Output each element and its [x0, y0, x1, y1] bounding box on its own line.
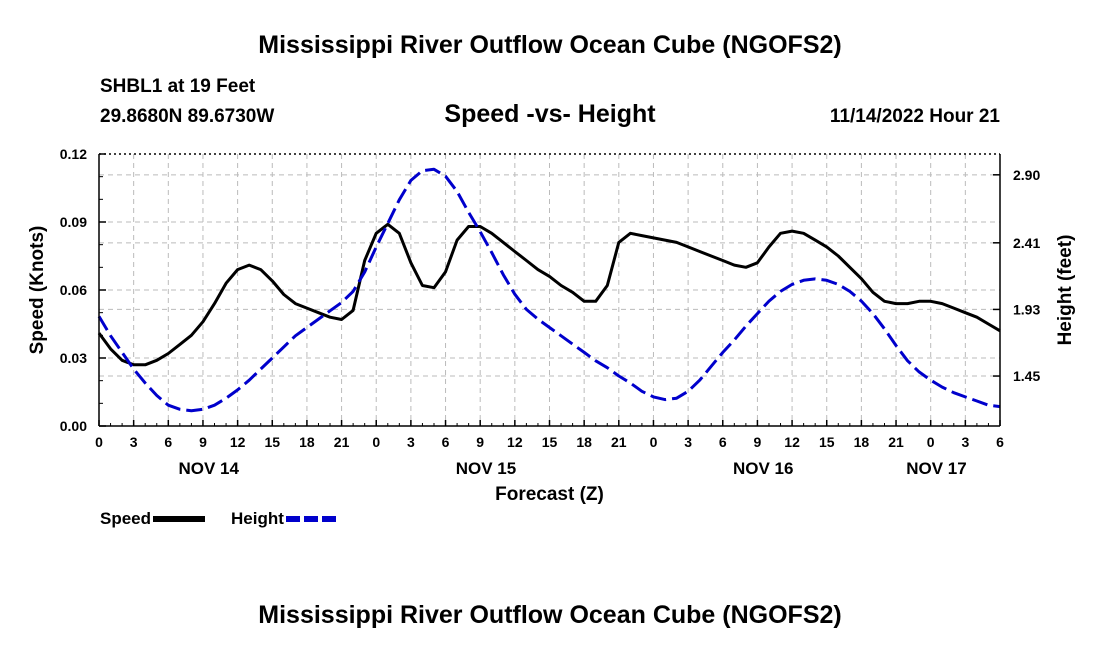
- x-tick-label: 6: [719, 434, 727, 450]
- series-line-speed: [97, 222, 1001, 367]
- chart-title: Mississippi River Outflow Ocean Cube (NG…: [258, 31, 842, 59]
- x-tick-label: 18: [854, 434, 870, 450]
- legend-height: Height: [231, 509, 338, 529]
- day-label: NOV 16: [733, 459, 793, 478]
- y2-tick-label: 1.93: [1013, 301, 1040, 317]
- gridlines: [99, 154, 1000, 426]
- y-axis-title: Speed (Knots): [27, 226, 48, 355]
- x-tick-label: 12: [784, 434, 800, 450]
- x-tick-label: 3: [407, 434, 415, 450]
- station-coordinates: 29.8680N 89.6730W: [100, 106, 275, 127]
- x-tick-label: 3: [684, 434, 692, 450]
- chart-subtitle: Speed -vs- Height: [444, 100, 656, 128]
- x-tick-label: 12: [230, 434, 246, 450]
- legend-height-label: Height: [231, 509, 284, 528]
- x-tick-label: 6: [996, 434, 1004, 450]
- x-tick-label: 0: [372, 434, 380, 450]
- x-tick-label: 0: [650, 434, 658, 450]
- x-tick-label: 21: [334, 434, 350, 450]
- y-tick-label: 0.12: [60, 146, 87, 162]
- x-tick-label: 0: [95, 434, 103, 450]
- x-tick-label: 18: [576, 434, 592, 450]
- day-label: NOV 17: [906, 459, 966, 478]
- x-tick-label: 9: [476, 434, 484, 450]
- x-tick-label: 0: [927, 434, 935, 450]
- data-lines: [97, 167, 1001, 413]
- y2-tick-label: 2.90: [1013, 167, 1040, 183]
- bottom-title: Mississippi River Outflow Ocean Cube (NG…: [258, 601, 842, 629]
- y-tick-label: 0.00: [60, 418, 87, 434]
- x-tick-label: 3: [961, 434, 969, 450]
- x-tick-label: 15: [819, 434, 835, 450]
- x-tick-label: 6: [164, 434, 172, 450]
- axis-labels: 0 3 6 9 12 15 18 21 0 3 6 9 12 15 18 21 0 3 6 9 12 15 18 21 0 3 6 0…: [27, 146, 1076, 505]
- x-tick-label: 21: [611, 434, 627, 450]
- y2-tick-label: 1.45: [1013, 368, 1040, 384]
- x-tick-label: 9: [754, 434, 762, 450]
- legend-height-swatch: [285, 516, 338, 522]
- y2-axis-title: Height (feet): [1055, 235, 1076, 346]
- axis-ticks: [98, 153, 1001, 427]
- y-tick-label: 0.03: [60, 350, 87, 366]
- series-line-height: [97, 167, 1001, 413]
- x-tick-label: 21: [888, 434, 904, 450]
- x-tick-label: 15: [264, 434, 280, 450]
- legend-speed: Speed: [100, 509, 206, 529]
- legend-speed-label: Speed: [100, 509, 152, 528]
- y2-tick-label: 2.41: [1013, 235, 1040, 251]
- x-axis-title: Forecast (Z): [495, 484, 604, 505]
- x-tick-label: 18: [299, 434, 315, 450]
- y-tick-label: 0.09: [60, 214, 87, 230]
- day-label: NOV 14: [178, 459, 239, 478]
- station-label: SHBL1 at 19 Feet: [100, 76, 256, 97]
- day-label: NOV 15: [456, 459, 516, 478]
- y-tick-label: 0.06: [60, 282, 87, 298]
- legend-speed-swatch: [153, 516, 206, 522]
- x-tick-label: 9: [199, 434, 207, 450]
- x-tick-label: 12: [507, 434, 523, 450]
- forecast-datetime: 11/14/2022 Hour 21: [829, 106, 1000, 127]
- x-tick-label: 6: [442, 434, 450, 450]
- x-tick-label: 15: [542, 434, 558, 450]
- x-tick-label: 3: [130, 434, 138, 450]
